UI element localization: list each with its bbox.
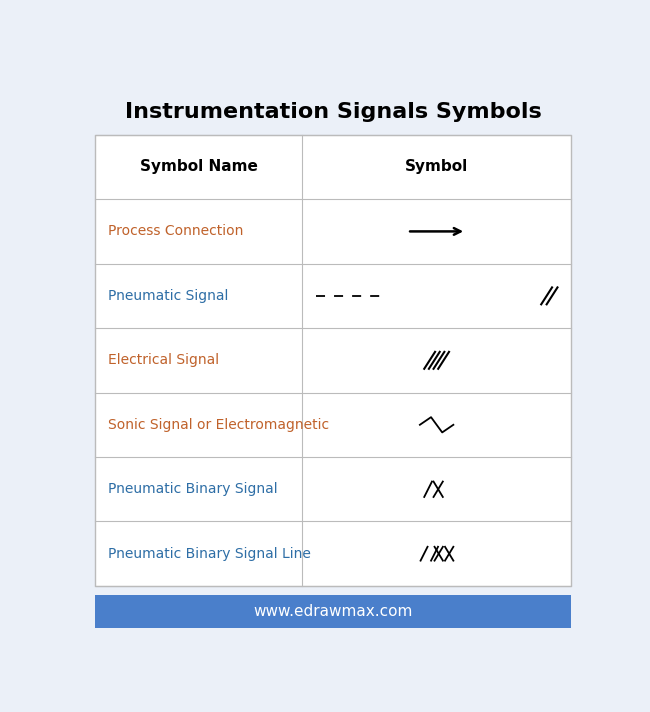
Text: Pneumatic Binary Signal: Pneumatic Binary Signal — [108, 482, 278, 496]
Text: Pneumatic Signal: Pneumatic Signal — [108, 289, 228, 303]
Text: www.edrawmax.com: www.edrawmax.com — [254, 604, 413, 619]
Bar — [95, 595, 571, 627]
Text: Electrical Signal: Electrical Signal — [108, 353, 218, 367]
Text: Sonic Signal or Electromagnetic: Sonic Signal or Electromagnetic — [108, 418, 329, 431]
Text: Symbol: Symbol — [405, 159, 468, 174]
Text: Pneumatic Binary Signal Line: Pneumatic Binary Signal Line — [108, 547, 311, 561]
Text: Symbol Name: Symbol Name — [140, 159, 257, 174]
Text: Instrumentation Signals Symbols: Instrumentation Signals Symbols — [125, 102, 541, 122]
Bar — [95, 135, 571, 586]
Text: Process Connection: Process Connection — [108, 224, 243, 239]
